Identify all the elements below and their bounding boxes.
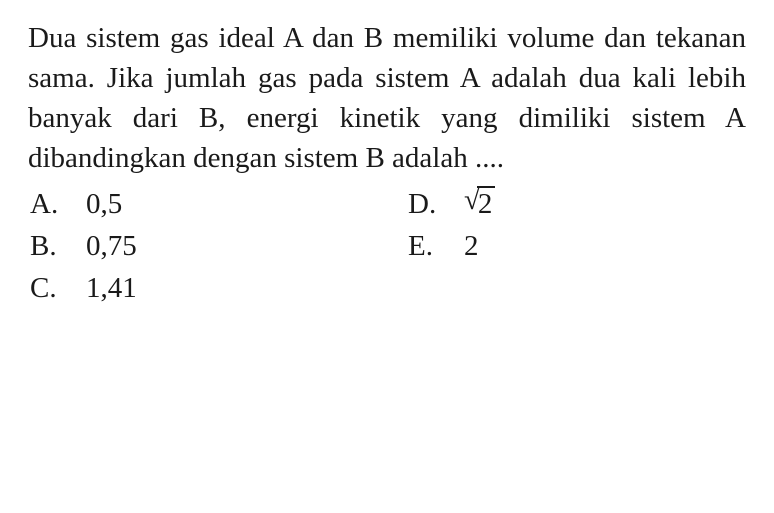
- option-a: A. 0,5: [30, 184, 368, 224]
- option-d: D. √ 2: [408, 184, 746, 224]
- option-b: B. 0,75: [30, 226, 368, 266]
- options-grid: A. 0,5 D. √ 2 B. 0,75 E. 2 C. 1,41: [28, 184, 746, 308]
- question-page: Dua sistem gas ideal A dan B memiliki vo…: [0, 0, 774, 513]
- question-text: Dua sistem gas ideal A dan B memiliki vo…: [28, 18, 746, 178]
- option-d-value: √ 2: [464, 186, 495, 221]
- option-c-value: 1,41: [86, 268, 137, 308]
- option-d-letter: D.: [408, 184, 442, 224]
- option-d-radicand: 2: [477, 186, 496, 221]
- option-e-letter: E.: [408, 226, 442, 266]
- option-c-letter: C.: [30, 268, 64, 308]
- option-b-value: 0,75: [86, 226, 137, 266]
- option-a-letter: A.: [30, 184, 64, 224]
- option-e-value: 2: [464, 226, 479, 266]
- option-c: C. 1,41: [30, 268, 368, 308]
- option-e: E. 2: [408, 226, 746, 266]
- option-a-value: 0,5: [86, 184, 122, 224]
- option-b-letter: B.: [30, 226, 64, 266]
